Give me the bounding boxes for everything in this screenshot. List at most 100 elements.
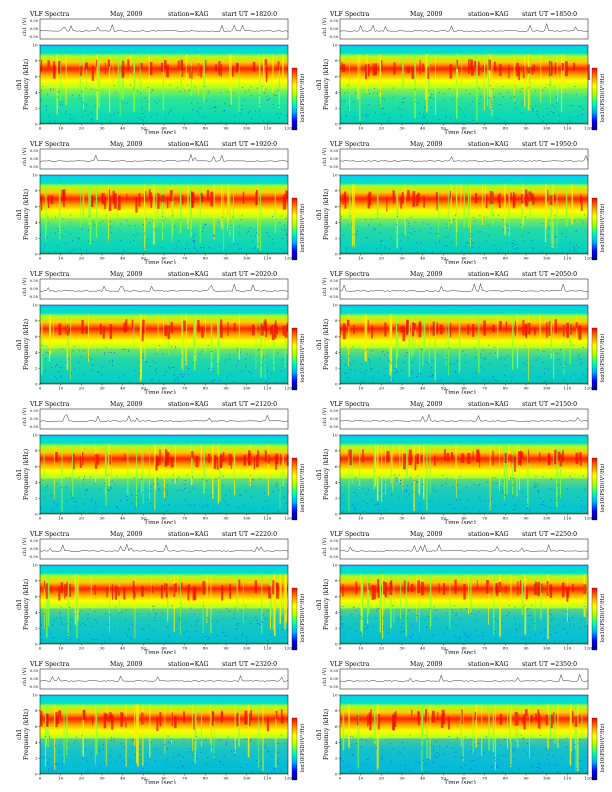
panel-start-time: start UT =1920:0 (222, 141, 277, 148)
spectrogram-panel: VLF Spectra May, 2009 station=KAG start UT … (10, 8, 304, 134)
y-tick-label: 10 (32, 432, 38, 437)
x-tick-label: 50 (441, 256, 447, 261)
x-tick-label: 80 (203, 126, 209, 131)
colorbar-label: log10(PSD)(V²/Hz) (299, 464, 304, 513)
x-tick-label: 70 (482, 386, 488, 391)
y-tick-label: 2 (335, 756, 338, 761)
colorbar-label: log10(PSD)(V²/Hz) (299, 334, 304, 383)
x-tick-label: 30 (399, 776, 405, 781)
spectrogram-streaks (41, 314, 289, 384)
panel-station: station=KAG (168, 531, 209, 538)
x-tick-label: 80 (203, 646, 209, 651)
colorbar (291, 717, 298, 781)
trace-tick-label: 0.00 (30, 417, 39, 421)
x-tick-label: 80 (503, 256, 509, 261)
y-tick-label: 6 (335, 204, 338, 209)
trace-box (339, 278, 589, 300)
trace-axis-label: ch1 (V) (21, 408, 28, 426)
trace-tick-label: 0.50 (30, 149, 39, 153)
x-tick-label: 120 (284, 776, 292, 781)
x-tick-label: 80 (203, 776, 209, 781)
panel-title: VLF Spectra (329, 11, 370, 18)
x-tick-label: 30 (99, 386, 105, 391)
x-tick-label: 40 (420, 256, 426, 261)
panel-station: station=KAG (468, 271, 509, 278)
panel-station: station=KAG (468, 401, 509, 408)
trace-line (39, 414, 289, 422)
x-tick-label: 10 (358, 516, 364, 521)
y-tick-label: 0 (335, 641, 338, 646)
y-tick-label: 10 (332, 42, 338, 47)
y-tick-label: 4 (335, 220, 338, 225)
x-tick-label: 40 (420, 646, 426, 651)
trace-tick-label: 0.00 (30, 547, 39, 551)
x-tick-label: 100 (543, 126, 551, 131)
panel-start-time: start UT =2050:0 (522, 271, 577, 278)
x-tick-label: 60 (461, 386, 467, 391)
x-tick-label: 70 (482, 646, 488, 651)
spectrogram-panel: VLF Spectra May, 2009 station=KAG start UT … (310, 8, 604, 134)
panel-date: May, 2009 (410, 531, 442, 538)
y-axis-channel-label: ch1 (16, 729, 23, 740)
trace-tick-label: 0.00 (330, 417, 339, 421)
panel-date: May, 2009 (110, 401, 142, 408)
x-tick-label: 60 (461, 256, 467, 261)
y-tick-label: 6 (35, 74, 38, 79)
panel-title: VLF Spectra (29, 271, 70, 278)
panel-start-time: start UT =2120:0 (222, 401, 277, 408)
x-tick-label: 90 (523, 256, 529, 261)
colorbar-label: log10(PSD)(V²/Hz) (299, 204, 304, 253)
y-tick-label: 4 (335, 740, 338, 745)
x-axis-label: Time (sec) (144, 520, 176, 525)
trace-line (339, 282, 589, 292)
trace-axis-label: ch1 (V) (21, 148, 28, 166)
y-tick-label: 0 (35, 641, 38, 646)
x-tick-label: 120 (584, 516, 592, 521)
y-tick-label: 0 (335, 771, 338, 776)
y-tick-label: 6 (35, 464, 38, 469)
x-tick-label: 10 (58, 386, 64, 391)
x-tick-label: 30 (99, 516, 105, 521)
x-tick-label: 40 (120, 126, 126, 131)
x-tick-label: 110 (564, 386, 572, 391)
spectrogram-panel: VLF Spectra May, 2009 station=KAG start UT … (10, 528, 304, 654)
x-tick-label: 20 (79, 386, 85, 391)
x-tick-label: 90 (223, 776, 229, 781)
spectrogram-svg: VLF Spectra May, 2009 station=KAG start UT … (16, 401, 304, 525)
x-tick-label: 50 (441, 516, 447, 521)
y-axis-label: Frequency (kHz) (323, 59, 330, 110)
x-tick-label: 110 (264, 516, 272, 521)
x-tick-label: 90 (523, 646, 529, 651)
trace-line (39, 153, 289, 162)
spectrogram-svg: VLF Spectra May, 2009 station=KAG start UT … (316, 141, 604, 264)
x-axis-label: Time (sec) (444, 130, 476, 135)
x-tick-label: 60 (461, 776, 467, 781)
panel-station: station=KAG (168, 661, 209, 668)
x-tick-label: 90 (523, 516, 529, 521)
x-tick-label: 60 (161, 776, 167, 781)
y-tick-label: 10 (32, 302, 38, 307)
x-tick-label: 120 (284, 126, 292, 131)
x-tick-label: 10 (58, 516, 64, 521)
x-tick-label: 0 (339, 516, 342, 521)
spectrogram-svg: VLF Spectra May, 2009 station=KAG start UT … (16, 11, 304, 134)
trace-tick-label: -0.50 (29, 165, 39, 169)
trace-tick-label: 0.50 (330, 149, 339, 153)
x-tick-label: 60 (161, 646, 167, 651)
trace-axis-label: ch1 (V) (21, 668, 28, 686)
panel-start-time: start UT =2320:0 (222, 661, 277, 668)
y-tick-label: 6 (35, 334, 38, 339)
y-tick-label: 6 (35, 594, 38, 599)
colorbar-label: log10(PSD)(V²/Hz) (599, 204, 604, 253)
x-tick-label: 60 (461, 126, 467, 131)
x-tick-label: 50 (141, 126, 147, 131)
x-tick-label: 70 (182, 646, 188, 651)
panel-date: May, 2009 (110, 271, 142, 278)
panel-station: station=KAG (468, 11, 509, 18)
x-tick-label: 0 (339, 256, 342, 261)
panel-title: VLF Spectra (329, 141, 370, 148)
panel-title: VLF Spectra (29, 661, 70, 668)
panel-station: station=KAG (168, 141, 209, 148)
trace-tick-label: 0.00 (330, 547, 339, 551)
panel-start-time: start UT =1850:0 (522, 11, 577, 18)
